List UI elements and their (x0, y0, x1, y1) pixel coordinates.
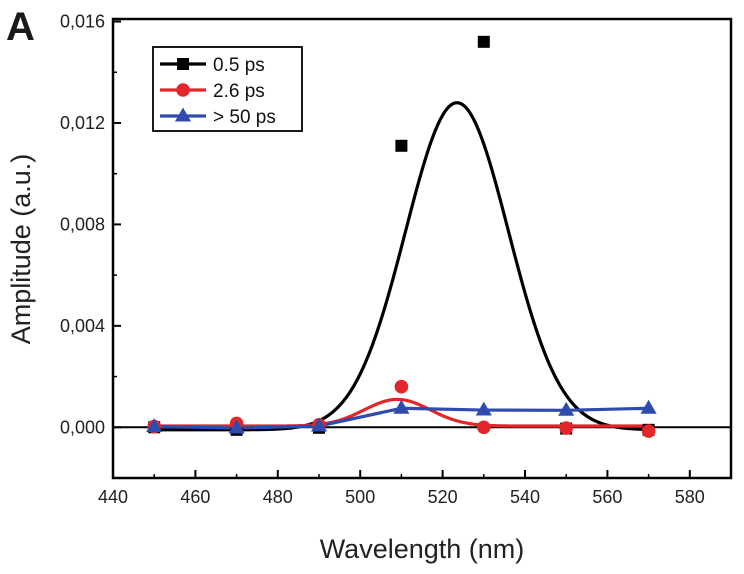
x-tick-label: 540 (510, 487, 540, 507)
data-point (477, 35, 490, 48)
data-point (640, 399, 657, 414)
y-tick-label: 0,016 (60, 12, 105, 32)
legend-label: 0.5 ps (213, 55, 265, 76)
legend: 0.5 ps 2.6 ps > 50 ps (152, 46, 303, 132)
x-tick-label: 440 (98, 487, 128, 507)
legend-label: > 50 ps (213, 107, 276, 128)
x-axis-ticks (112, 470, 691, 478)
data-point (559, 421, 573, 435)
legend-label: 2.6 ps (213, 81, 265, 102)
y-axis-tick-labels: 0,000 0,004 0,008 0,012 0,016 (60, 12, 105, 438)
x-tick-label: 560 (592, 487, 622, 507)
data-point (394, 379, 409, 394)
x-tick-label: 580 (675, 487, 705, 507)
y-axis-title: Amplitude (a.u.) (6, 154, 36, 345)
y-tick-label: 0,008 (60, 214, 105, 234)
data-point (641, 424, 656, 438)
data-point (393, 399, 410, 414)
y-axis-ticks (113, 20, 121, 429)
y-tick-label: 0,000 (60, 417, 105, 437)
x-axis-tick-labels: 440 460 480 500 520 540 560 580 (98, 487, 705, 507)
data-point (228, 419, 245, 434)
data-point (146, 418, 163, 432)
x-axis-title: Wavelength (nm) (320, 534, 525, 564)
data-point (477, 420, 491, 435)
y-tick-label: 0,012 (60, 113, 105, 133)
legend-marker (174, 107, 192, 122)
legend-marker (176, 83, 190, 97)
legend-marker (177, 58, 189, 70)
y-tick-label: 0,004 (60, 316, 105, 336)
data-point (475, 401, 492, 416)
data-markers (146, 35, 657, 438)
x-tick-label: 480 (263, 487, 293, 507)
data-point (310, 417, 328, 432)
data-point (395, 139, 408, 152)
x-tick-label: 500 (345, 487, 375, 507)
panel-label: A (6, 5, 35, 49)
data-point (558, 401, 575, 416)
x-tick-label: 520 (428, 487, 458, 507)
x-tick-label: 460 (180, 487, 210, 507)
